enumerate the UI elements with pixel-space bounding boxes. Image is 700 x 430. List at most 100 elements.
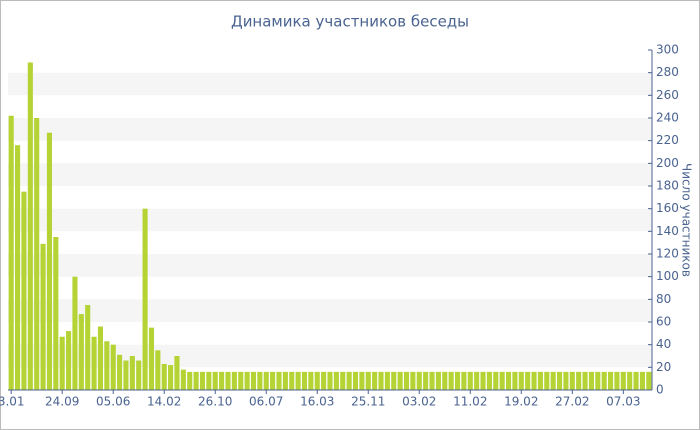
bar <box>391 371 397 390</box>
x-tick-label: 19.02 <box>504 395 538 409</box>
y-tick-label: 180 <box>656 179 679 193</box>
bar <box>110 344 116 390</box>
y-tick-label: 60 <box>656 315 671 329</box>
bar <box>314 371 320 390</box>
grid-band <box>8 72 652 96</box>
bar <box>365 371 371 390</box>
bar <box>378 371 384 390</box>
y-tick-label: 120 <box>656 247 679 261</box>
bar <box>454 371 461 390</box>
bar <box>499 371 505 390</box>
bar <box>193 371 199 390</box>
bar <box>148 327 155 390</box>
grid-band <box>8 299 652 322</box>
bar <box>161 363 167 390</box>
bar <box>282 371 288 390</box>
bar <box>505 371 512 390</box>
x-tick-label: 26.10 <box>198 395 232 409</box>
bar <box>129 356 135 390</box>
bar <box>168 365 174 390</box>
bar <box>27 62 33 390</box>
bar <box>97 326 104 390</box>
bar <box>321 371 327 390</box>
bar <box>199 371 206 390</box>
bar <box>569 371 575 390</box>
bar <box>187 371 193 390</box>
bar <box>308 371 314 390</box>
bar <box>250 371 257 390</box>
bar <box>270 371 276 390</box>
bar <box>91 336 97 390</box>
x-tick-label: 3.01 <box>0 395 25 409</box>
y-tick-label: 140 <box>656 224 679 238</box>
bar <box>231 371 237 390</box>
bar <box>486 371 492 390</box>
bar <box>544 371 550 390</box>
bar <box>352 371 359 390</box>
y-tick-label: 0 <box>656 383 664 397</box>
bar <box>238 371 244 390</box>
bar <box>327 371 333 390</box>
bar <box>174 356 180 390</box>
bar <box>85 305 91 390</box>
bar <box>8 115 14 390</box>
bar <box>410 371 416 390</box>
x-tick-label: 05.06 <box>96 395 130 409</box>
bar <box>66 331 72 390</box>
bar <box>525 371 531 390</box>
y-tick-label: 220 <box>656 133 679 147</box>
x-tick-label: 24.09 <box>45 395 79 409</box>
bar <box>301 371 308 390</box>
x-tick-label: 03.02 <box>402 395 436 409</box>
bar <box>397 371 403 390</box>
y-tick-label: 20 <box>656 360 671 374</box>
grid-band <box>8 254 652 277</box>
bar <box>155 350 161 390</box>
bar <box>588 371 594 390</box>
x-tick-label: 14.02 <box>147 395 181 409</box>
x-tick-label: 06.07 <box>249 395 283 409</box>
bar <box>295 371 301 390</box>
bar <box>467 371 473 390</box>
bar <box>78 314 84 390</box>
y-tick-label: 80 <box>656 292 671 306</box>
y-tick-label: 40 <box>656 337 671 351</box>
x-tick-label: 07.03 <box>606 395 640 409</box>
bar <box>518 371 524 390</box>
bar <box>595 371 601 390</box>
bar <box>123 360 129 390</box>
bar <box>276 371 282 390</box>
bar <box>531 371 537 390</box>
y-tick-label: 160 <box>656 201 679 215</box>
bar <box>416 371 422 390</box>
bar <box>219 371 225 390</box>
bar <box>53 237 59 390</box>
bar <box>257 371 263 390</box>
bar <box>15 145 21 390</box>
x-tick-label: 16.03 <box>300 395 334 409</box>
y-tick-label: 200 <box>656 156 679 170</box>
bar <box>576 371 582 390</box>
bar <box>359 371 365 390</box>
bar <box>550 371 556 390</box>
y-tick-label: 100 <box>656 269 679 283</box>
bar <box>582 371 588 390</box>
bar <box>117 354 123 390</box>
bar <box>646 371 652 390</box>
bar <box>474 371 480 390</box>
bar <box>556 371 563 390</box>
bar <box>333 371 339 390</box>
bar <box>104 341 110 390</box>
bar <box>72 276 78 390</box>
bar <box>142 208 148 390</box>
grid-band <box>8 344 652 368</box>
bar <box>180 369 186 390</box>
bar <box>34 118 40 390</box>
y-tick-label: 240 <box>656 111 679 125</box>
y-tick-label: 300 <box>656 43 679 57</box>
bar <box>423 371 429 390</box>
bar <box>512 371 518 390</box>
grid-band <box>8 118 652 141</box>
bar <box>608 371 614 390</box>
bar <box>633 371 639 390</box>
